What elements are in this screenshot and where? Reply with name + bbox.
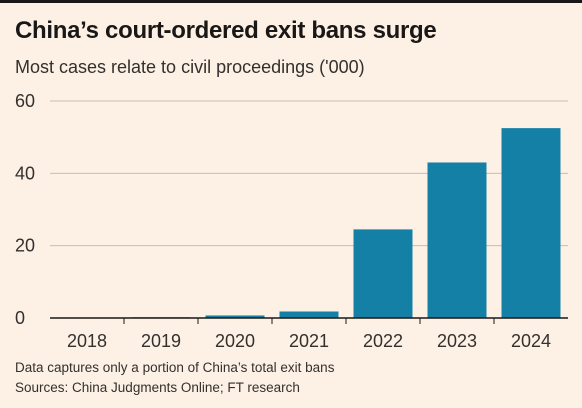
x-tick-label: 2021 (289, 331, 329, 351)
x-tick-label: 2018 (67, 331, 107, 351)
bar-2024 (502, 128, 561, 318)
chart-source: Sources: China Judgments Online; FT rese… (15, 380, 300, 395)
x-tick-label: 2020 (215, 331, 255, 351)
x-tick-label: 2024 (511, 331, 551, 351)
bar-2022 (354, 229, 413, 318)
bar-2021 (280, 311, 339, 318)
y-tick-label: 0 (15, 308, 25, 328)
y-tick-label: 20 (15, 236, 35, 256)
bars (58, 128, 561, 318)
bar-chart: 0 20 40 60 2018 2019 2020 2021 2022 2023 2024 (0, 3, 582, 408)
x-tick-label: 2019 (141, 331, 181, 351)
bar-2023 (428, 162, 487, 318)
y-tick-label: 40 (15, 163, 35, 183)
x-tick-label: 2023 (437, 331, 477, 351)
x-tick-label: 2022 (363, 331, 403, 351)
x-axis: 2018 2019 2020 2021 2022 2023 2024 (50, 318, 568, 351)
y-tick-label: 60 (15, 91, 35, 111)
chart-note: Data captures only a portion of China’s … (15, 360, 334, 375)
